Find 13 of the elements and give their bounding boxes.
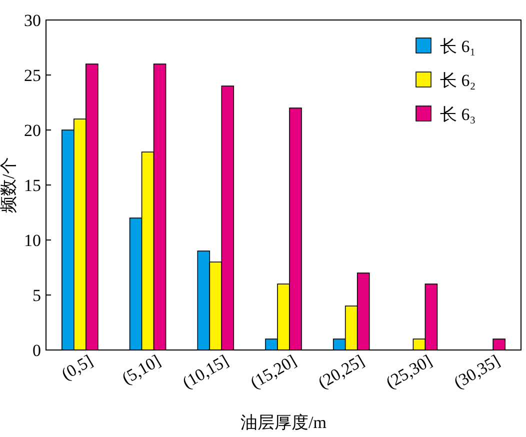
y-tick-label: 0 <box>32 341 41 360</box>
x-axis-title: 油层厚度/m <box>240 413 326 432</box>
legend-label: 长 6₂ <box>440 71 476 90</box>
y-tick-label: 20 <box>24 121 41 140</box>
x-tick-label: (0,5] <box>58 351 96 384</box>
legend-label: 长 6₁ <box>440 37 476 56</box>
y-tick-label: 25 <box>24 66 41 85</box>
y-tick-label: 5 <box>32 286 41 305</box>
legend-label: 长 6₃ <box>440 105 476 124</box>
y-axis-title: 频数/个 <box>0 157 18 213</box>
y-tick-label: 15 <box>24 176 41 195</box>
y-tick-label: 10 <box>24 231 41 250</box>
y-tick-label: 30 <box>24 11 41 30</box>
